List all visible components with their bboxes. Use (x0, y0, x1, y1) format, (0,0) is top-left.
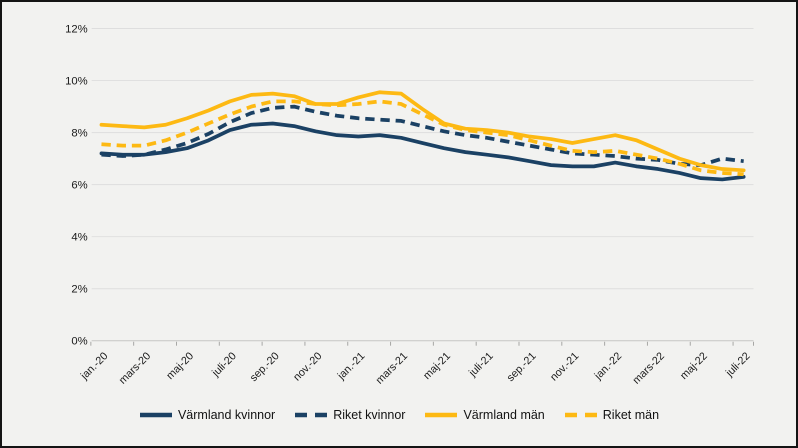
x-tick-label: maj-20 (164, 350, 196, 382)
legend-item-varmland-kvinnor: Värmland kvinnor (139, 408, 275, 422)
y-tick-label: 2% (71, 284, 87, 296)
y-tick-label: 0% (71, 336, 87, 348)
x-tick-label: jan.-21 (335, 350, 368, 383)
legend-item-riket-kvinnor: Riket kvinnor (294, 408, 405, 422)
x-tick-label: maj-22 (678, 350, 710, 382)
x-axis-labels: jan.-20 mars-20 maj-20 juli-20 sep.-20 nov.-2… (78, 350, 753, 386)
x-tick-label: mars-21 (374, 350, 410, 386)
series-line-riket-kvinnor (101, 104, 744, 167)
series-line-riket-man (101, 99, 744, 177)
x-tick-label: maj-21 (421, 350, 453, 382)
y-gridlines (91, 28, 754, 342)
legend-label: Värmland män (463, 408, 545, 423)
x-tick-label: sep.-21 (505, 350, 539, 384)
x-tick-label: juli-20 (209, 350, 239, 380)
x-tick-label: nov.-20 (291, 350, 324, 383)
series-line-varmland-man (99, 90, 746, 173)
x-tick-label: sep.-20 (248, 350, 282, 384)
x-tick-label: mars-22 (631, 350, 667, 386)
y-tick-label: 10% (65, 75, 88, 87)
legend-line-sample-dashed (564, 413, 597, 418)
y-tick-label: 8% (71, 128, 87, 140)
x-tick-label: mars-20 (117, 350, 153, 386)
x-axis-ticks (90, 341, 754, 346)
y-axis-labels: 0% 2% 4% 6% 8% 10% 12% (65, 23, 88, 347)
legend-line-sample-dashed (295, 413, 328, 418)
y-tick-label: 6% (71, 180, 87, 192)
x-tick-label: jan.-20 (78, 350, 111, 383)
x-tick-label: nov.-21 (548, 350, 581, 383)
legend-line-sample-solid (425, 413, 458, 418)
legend-label: Riket män (602, 408, 660, 423)
legend-item-varmland-man: Värmland män (424, 408, 545, 423)
legend-item-riket-man: Riket män (564, 408, 659, 422)
x-tick-label: juli-22 (723, 350, 753, 380)
legend-label: Värmland kvinnor (177, 408, 276, 423)
x-tick-label: jan.-22 (592, 350, 625, 383)
line-chart: 0% 2% 4% 6% 8% 10% 12% jan.-20 mars-20 maj-20 juli… (65, 23, 754, 387)
legend-line-sample-solid (139, 413, 172, 418)
legend: Värmland kvinnor Riket kvinnor Värmland mä… (2, 393, 796, 446)
legend-label: Riket kvinnor (333, 408, 406, 423)
series-line-varmland-kvinnor (99, 121, 746, 182)
y-tick-label: 12% (65, 23, 88, 35)
y-tick-label: 4% (71, 232, 87, 244)
x-tick-label: juli-21 (466, 350, 496, 380)
